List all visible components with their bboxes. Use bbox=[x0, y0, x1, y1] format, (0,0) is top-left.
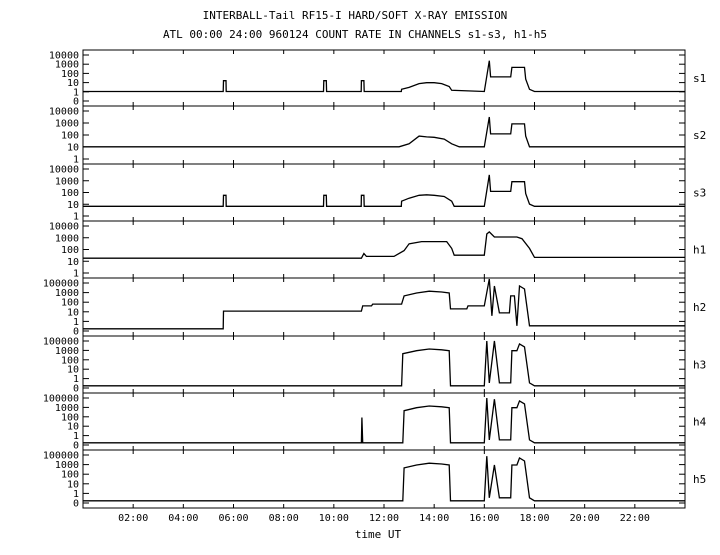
y-tick-label: 10 bbox=[67, 143, 79, 154]
chart-title: INTERBALL-Tail RF15-I HARD/SOFT X-RAY EM… bbox=[203, 9, 508, 22]
x-tick-label: 22:00 bbox=[620, 513, 650, 524]
panel-frame bbox=[82, 220, 686, 279]
y-tick-label: 1 bbox=[73, 212, 79, 223]
y-tick-label: 100 bbox=[61, 245, 79, 256]
panel-frame bbox=[82, 277, 686, 337]
chart-subtitle: ATL 00:00 24:00 960124 COUNT RATE IN CHA… bbox=[163, 28, 547, 41]
series-line-h1 bbox=[83, 231, 685, 259]
y-tick-label: 10 bbox=[67, 307, 79, 318]
panel-name: s1 bbox=[693, 72, 706, 85]
y-tick-label: 100000 bbox=[43, 279, 79, 290]
y-tick-label: 1 bbox=[73, 489, 79, 500]
y-tick-label: 10 bbox=[67, 365, 79, 376]
x-tick-label: 20:00 bbox=[570, 513, 600, 524]
y-tick-label: 100000 bbox=[43, 451, 79, 462]
panel-frame bbox=[82, 105, 686, 165]
x-tick-label: 14:00 bbox=[419, 513, 449, 524]
y-tick-label: 10000 bbox=[49, 51, 79, 62]
x-tick-label: 16:00 bbox=[469, 513, 499, 524]
y-tick-label: 100 bbox=[61, 412, 79, 423]
y-tick-label: 1000 bbox=[55, 119, 79, 130]
y-tick-label: 100000 bbox=[43, 337, 79, 348]
y-tick-label: 10 bbox=[67, 422, 79, 433]
y-tick-label: 100 bbox=[61, 69, 79, 80]
panel-frame bbox=[82, 49, 686, 107]
series-line-h2 bbox=[83, 278, 685, 330]
panel-frame bbox=[82, 335, 686, 394]
panel-frame bbox=[82, 449, 686, 509]
x-tick-label: 04:00 bbox=[168, 513, 198, 524]
y-tick-label: 100000 bbox=[43, 394, 79, 405]
y-tick-label: 1 bbox=[73, 431, 79, 442]
y-tick-label: 10 bbox=[67, 200, 79, 211]
y-tick-label: 1000 bbox=[55, 403, 79, 414]
y-tick-label: 10 bbox=[67, 479, 79, 490]
panel-name: h2 bbox=[693, 301, 706, 314]
y-tick-label: 10000 bbox=[49, 222, 79, 233]
y-tick-label: 1000 bbox=[55, 233, 79, 244]
y-tick-label: 1000 bbox=[55, 288, 79, 299]
x-tick-label: 10:00 bbox=[319, 513, 349, 524]
y-tick-label: 1000 bbox=[55, 60, 79, 71]
series-line-s2 bbox=[83, 116, 685, 148]
series-line-h5 bbox=[83, 456, 685, 502]
x-tick-label: 12:00 bbox=[369, 513, 399, 524]
y-tick-label: 10 bbox=[67, 257, 79, 268]
x-axis-label: time UT bbox=[355, 528, 402, 541]
y-tick-label: 1 bbox=[73, 317, 79, 328]
series-line-h3 bbox=[83, 340, 685, 387]
panel-name: h4 bbox=[693, 416, 707, 429]
y-tick-label: 1 bbox=[73, 374, 79, 385]
y-tick-label: 1 bbox=[73, 269, 79, 280]
x-tick-label: 18:00 bbox=[519, 513, 549, 524]
y-tick-label: 0 bbox=[73, 97, 79, 108]
panel-name: h5 bbox=[693, 473, 706, 486]
panel-frame bbox=[82, 392, 686, 451]
y-tick-label: 100 bbox=[61, 131, 79, 142]
x-tick-label: 06:00 bbox=[218, 513, 248, 524]
series-line-s3 bbox=[83, 174, 685, 207]
y-tick-label: 0 bbox=[73, 384, 79, 395]
panel-name: s3 bbox=[693, 187, 706, 200]
y-tick-label: 1 bbox=[73, 87, 79, 98]
x-tick-label: 08:00 bbox=[269, 513, 299, 524]
y-tick-label: 1 bbox=[73, 155, 79, 166]
y-tick-label: 1000 bbox=[55, 346, 79, 357]
y-tick-label: 100 bbox=[61, 470, 79, 481]
y-tick-label: 10000 bbox=[49, 165, 79, 176]
x-tick-label: 02:00 bbox=[118, 513, 148, 524]
panel-name: h3 bbox=[693, 359, 706, 372]
y-tick-label: 10000 bbox=[49, 107, 79, 118]
y-tick-label: 100 bbox=[61, 298, 79, 309]
panel-name: s2 bbox=[693, 129, 706, 142]
y-tick-label: 100 bbox=[61, 188, 79, 199]
panels-group: 1000010001001010s1100001000100101s210000… bbox=[43, 49, 707, 524]
series-line-s1 bbox=[83, 60, 685, 93]
panel-name: h1 bbox=[693, 244, 706, 257]
y-tick-label: 0 bbox=[73, 441, 79, 452]
y-tick-label: 0 bbox=[73, 327, 79, 338]
y-tick-label: 10 bbox=[67, 78, 79, 89]
y-tick-label: 1000 bbox=[55, 460, 79, 471]
panel-frame bbox=[82, 163, 686, 222]
y-tick-label: 0 bbox=[73, 499, 79, 510]
y-tick-label: 100 bbox=[61, 355, 79, 366]
series-line-h4 bbox=[83, 397, 685, 444]
y-tick-label: 1000 bbox=[55, 176, 79, 187]
